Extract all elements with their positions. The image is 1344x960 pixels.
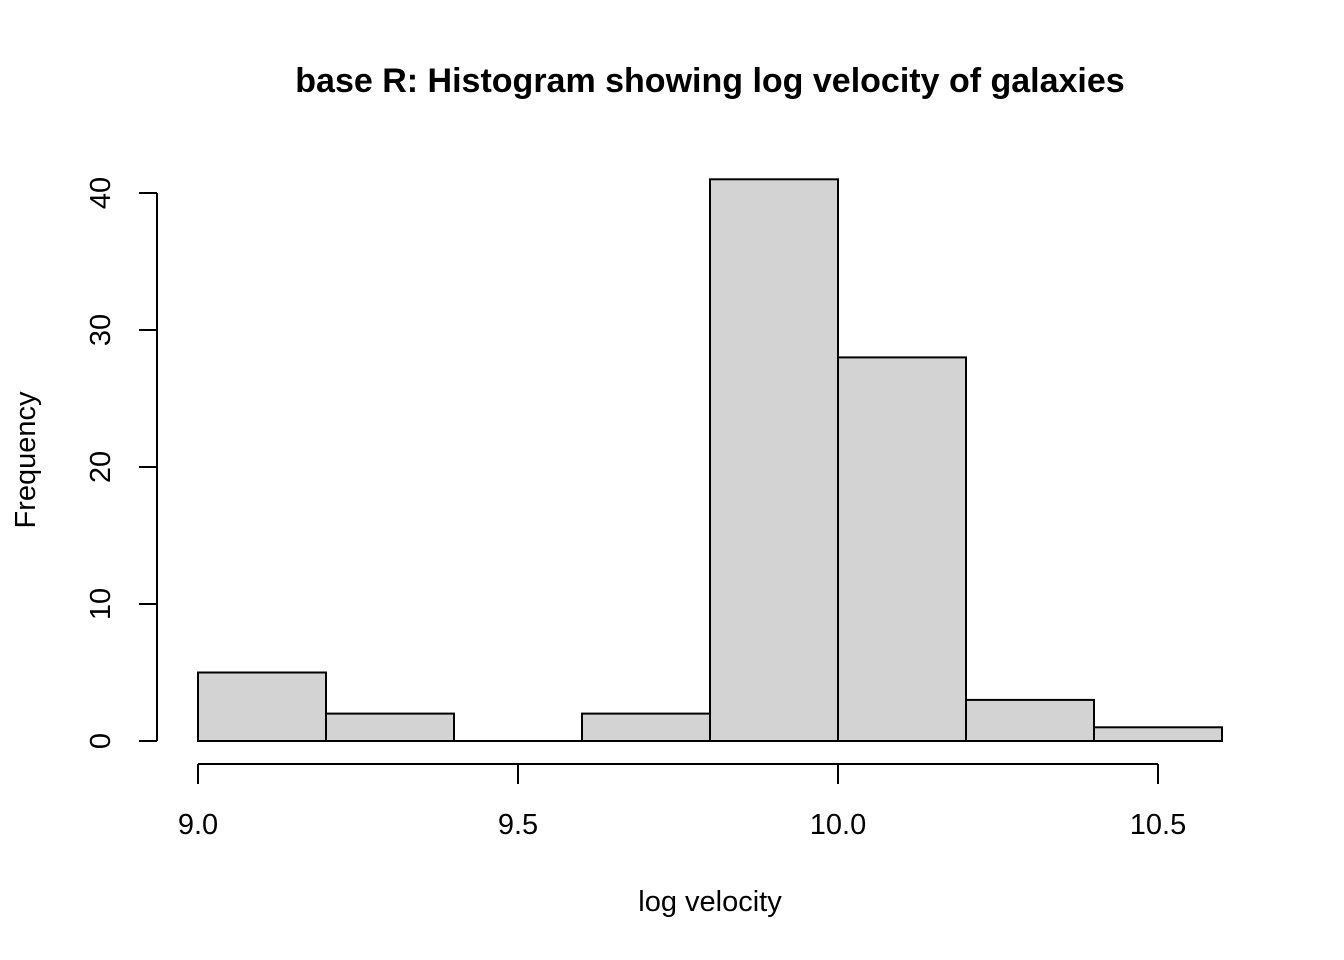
histogram-bar <box>965 698 1095 743</box>
y-tick-label: 20 <box>85 451 117 483</box>
x-tick-label: 10.0 <box>810 809 866 841</box>
x-axis-label: log velocity <box>638 886 782 918</box>
histogram-bar <box>1093 726 1223 742</box>
y-tick-label: 30 <box>85 314 117 346</box>
x-tick-label: 9.0 <box>178 809 218 841</box>
x-tick-label: 10.5 <box>1130 809 1186 841</box>
y-axis: 0 10 20 30 40 <box>85 177 158 749</box>
y-axis-label: Frequency <box>10 391 42 529</box>
histogram-bar <box>709 178 839 743</box>
y-tick-label: 10 <box>85 588 117 620</box>
bars-group <box>197 178 1223 743</box>
y-tick-label: 40 <box>85 177 117 209</box>
histogram-bar <box>581 712 711 742</box>
chart-title: base R: Histogram showing log velocity o… <box>295 62 1124 100</box>
x-axis: 9.0 9.5 10.0 10.5 <box>178 763 1186 841</box>
histogram-bar <box>837 356 967 742</box>
histogram-bar <box>325 712 455 742</box>
y-tick-label: 0 <box>85 733 117 749</box>
histogram-bar <box>197 671 327 742</box>
x-tick-label: 9.5 <box>498 809 538 841</box>
